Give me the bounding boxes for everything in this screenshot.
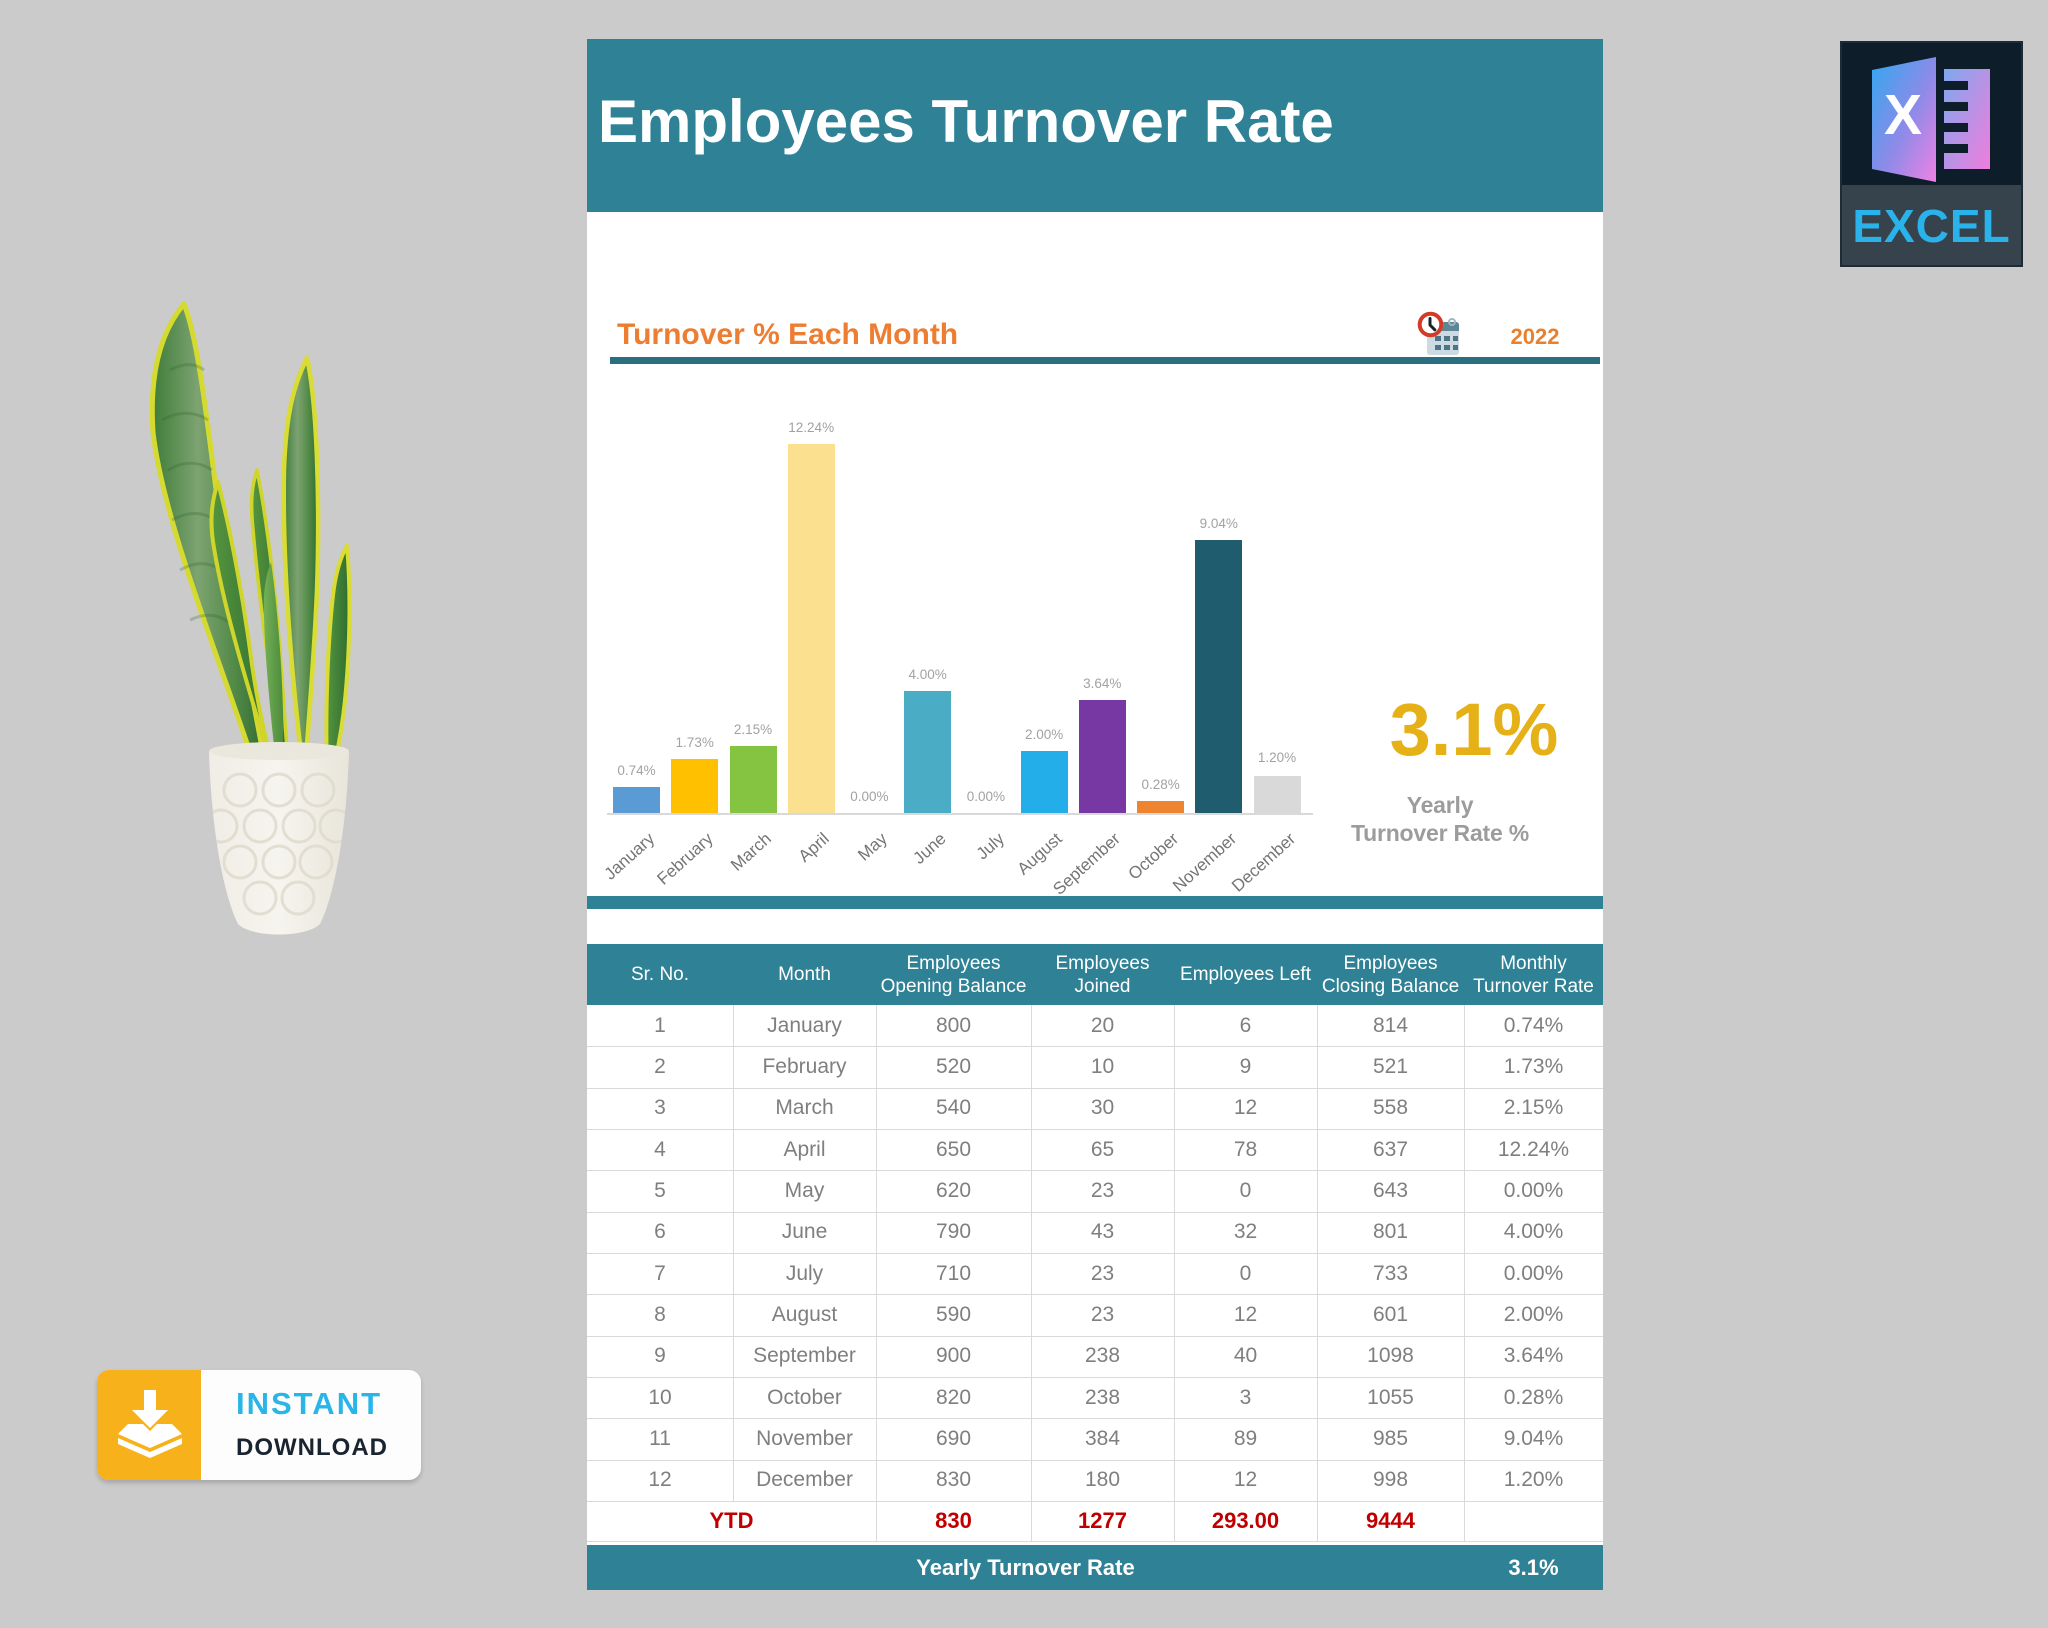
svg-text:X: X bbox=[1884, 83, 1922, 147]
